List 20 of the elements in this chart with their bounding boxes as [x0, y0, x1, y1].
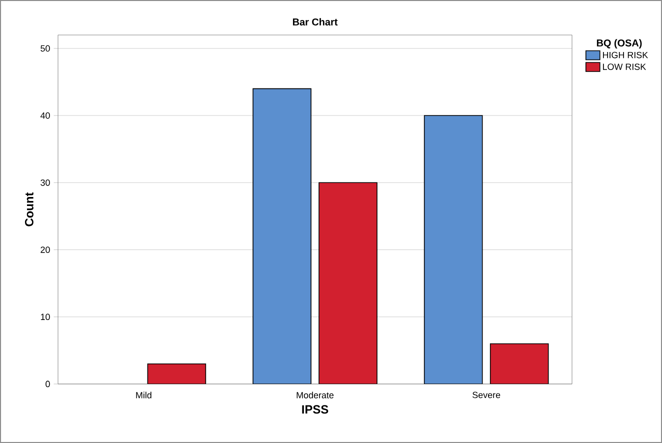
y-tick-label: 30 — [40, 179, 50, 186]
legend-label: HIGH RISK — [603, 52, 648, 58]
y-axis-title: Count — [24, 192, 34, 226]
bar — [318, 182, 378, 384]
bar — [424, 115, 483, 384]
legend-title: BQ (OSA) — [596, 39, 642, 48]
legend-label: LOW RISK — [603, 64, 646, 70]
y-tick-label: 40 — [40, 112, 50, 119]
y-tick-label: 50 — [40, 45, 50, 52]
y-tick-label: 20 — [40, 246, 50, 253]
bar — [252, 88, 312, 384]
y-tick-label: 10 — [40, 314, 50, 320]
x-tick-label: Moderate — [296, 392, 334, 398]
chart-title: Bar Chart — [292, 18, 338, 26]
x-tick-label: Mild — [136, 392, 152, 398]
bar — [147, 363, 206, 384]
x-tick-label: Severe — [472, 392, 500, 398]
x-axis-title: IPSS — [302, 405, 328, 414]
bar — [490, 343, 549, 384]
y-tick-label: 0 — [46, 380, 50, 388]
